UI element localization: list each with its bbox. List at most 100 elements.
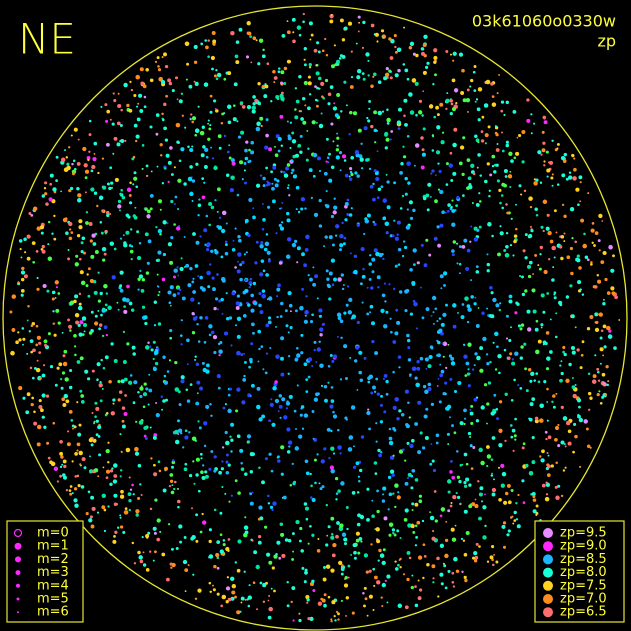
star	[312, 266, 315, 269]
star	[180, 92, 184, 95]
star	[226, 150, 230, 154]
star	[452, 324, 457, 329]
star	[119, 514, 122, 517]
star	[241, 105, 246, 109]
star	[307, 357, 313, 362]
star	[278, 261, 283, 265]
star	[99, 291, 103, 296]
star	[339, 378, 343, 381]
star	[415, 113, 418, 117]
star	[451, 253, 455, 257]
star	[324, 204, 328, 207]
star	[234, 595, 237, 599]
star	[49, 173, 54, 178]
star	[358, 350, 363, 355]
star	[434, 307, 438, 310]
star	[423, 555, 427, 558]
star	[509, 243, 513, 247]
star	[545, 481, 548, 485]
star	[442, 391, 446, 396]
star	[117, 92, 120, 95]
star	[540, 323, 544, 327]
star	[371, 270, 375, 274]
star	[301, 566, 305, 570]
star	[532, 498, 537, 502]
star	[368, 427, 372, 431]
star	[546, 451, 549, 455]
star	[522, 501, 526, 505]
star	[169, 479, 174, 484]
star	[208, 201, 213, 207]
star	[341, 221, 344, 225]
star	[392, 370, 395, 374]
star	[392, 454, 395, 457]
star	[35, 324, 39, 328]
star	[77, 193, 82, 198]
star	[372, 75, 375, 78]
star	[291, 586, 296, 591]
star	[240, 601, 243, 604]
star	[245, 55, 250, 59]
star	[51, 297, 55, 301]
star	[183, 536, 187, 539]
star	[468, 483, 472, 487]
star	[486, 454, 492, 459]
star	[417, 400, 422, 405]
star	[351, 611, 355, 615]
star	[580, 353, 584, 357]
star	[383, 410, 387, 414]
star	[199, 275, 203, 280]
star	[566, 255, 571, 260]
star	[522, 442, 526, 446]
star	[572, 176, 577, 181]
star	[396, 417, 400, 421]
star	[603, 384, 606, 387]
star	[197, 214, 200, 217]
star	[409, 216, 414, 221]
star	[117, 526, 120, 529]
star	[510, 435, 514, 439]
star	[87, 490, 91, 494]
star	[223, 134, 227, 138]
star	[280, 532, 285, 537]
star	[291, 462, 294, 466]
star	[143, 315, 148, 320]
star	[500, 100, 505, 104]
star	[211, 157, 215, 160]
star	[596, 367, 600, 371]
star	[295, 428, 297, 430]
star	[69, 368, 73, 373]
star	[147, 341, 150, 345]
star	[87, 294, 91, 298]
star	[271, 182, 274, 185]
star	[96, 511, 100, 514]
star	[204, 470, 208, 474]
star	[346, 213, 350, 216]
star	[54, 280, 59, 285]
star	[221, 485, 224, 489]
star	[287, 136, 292, 141]
star	[331, 64, 335, 69]
star	[450, 356, 455, 361]
star	[505, 231, 509, 235]
star	[33, 410, 36, 414]
star	[335, 224, 340, 229]
star	[65, 399, 70, 404]
star	[402, 573, 406, 576]
star	[174, 439, 180, 445]
star	[107, 505, 110, 508]
star	[269, 346, 272, 350]
star	[505, 314, 509, 318]
star	[174, 195, 178, 199]
star	[372, 567, 376, 571]
star	[142, 551, 145, 554]
star	[149, 426, 152, 429]
star	[533, 122, 536, 125]
star	[140, 493, 143, 497]
star	[135, 509, 140, 514]
star	[326, 161, 330, 164]
star	[600, 329, 604, 333]
star	[90, 310, 94, 314]
star	[214, 199, 217, 202]
